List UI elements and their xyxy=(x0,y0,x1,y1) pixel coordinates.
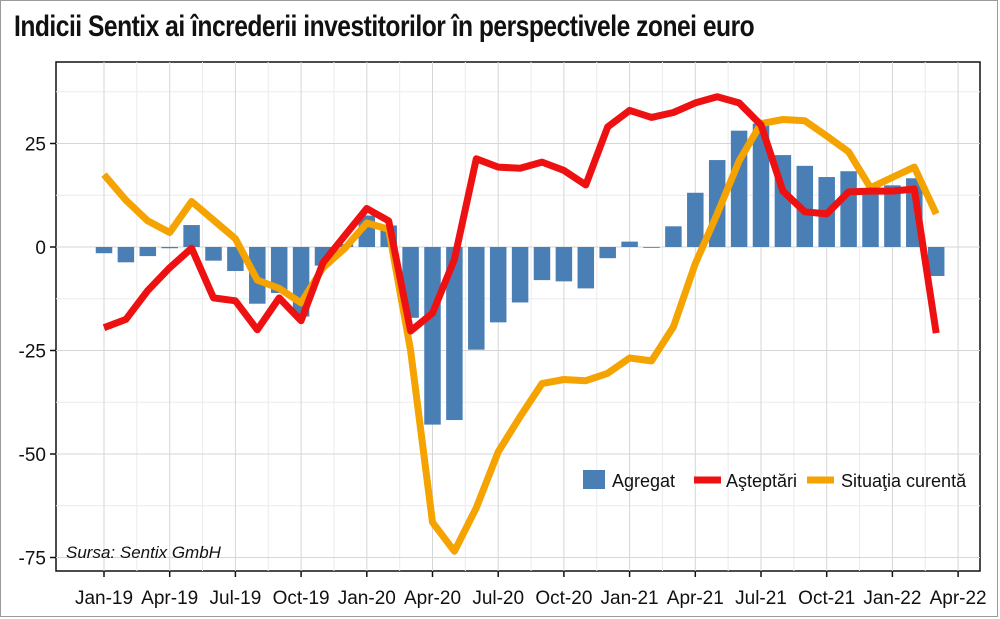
x-tick-label: Oct-19 xyxy=(273,588,330,609)
bar-agregat xyxy=(796,165,814,247)
x-tick-label: Jan-22 xyxy=(863,588,921,609)
legend-item-situatia-curenta-label: Situaţia curentă xyxy=(841,471,967,491)
x-tick-label: Oct-21 xyxy=(798,588,855,609)
bar-agregat xyxy=(621,241,638,247)
bar-agregat xyxy=(599,247,616,259)
bar-agregat xyxy=(117,247,135,263)
line-series xyxy=(101,93,940,555)
bar-agregat xyxy=(161,247,178,249)
chart-title: Indicii Sentix ai încrederii investitori… xyxy=(14,10,755,43)
bar-agregat xyxy=(139,247,157,257)
x-tick-label: Oct-20 xyxy=(535,588,592,609)
bar-agregat xyxy=(687,192,704,247)
x-tick-label: Jul-19 xyxy=(210,588,262,609)
bar-agregat xyxy=(577,247,595,289)
bar-agregat xyxy=(927,247,945,276)
bar-agregat xyxy=(840,171,857,247)
x-tick-label: Jul-21 xyxy=(735,588,787,609)
bar-agregat xyxy=(862,191,879,247)
line-asteptari xyxy=(102,93,940,335)
legend-item-agregat-swatch xyxy=(583,470,605,489)
y-tick-label: -75 xyxy=(19,549,46,570)
legend: Agregat Aşteptări Situaţia curentă xyxy=(583,470,967,491)
bar-agregat xyxy=(205,247,222,261)
bar-agregat xyxy=(424,247,441,425)
legend-item-asteptari-label: Aşteptări xyxy=(726,471,797,491)
y-tick-label: -25 xyxy=(19,342,46,363)
axes: -75 -50 -25 0 25 Jan-19 Apr-19 Jul-19 Oct-19 Jan-… xyxy=(19,135,987,610)
x-tick-label: Jan-19 xyxy=(75,588,133,609)
y-tick-label: -50 xyxy=(19,445,46,466)
bar-agregat xyxy=(752,123,770,247)
y-tick-label: 25 xyxy=(25,135,46,156)
bar-agregat xyxy=(183,225,200,247)
bar-agregat xyxy=(489,247,507,323)
bar-agregat xyxy=(643,247,660,248)
x-tick-label: Jan-21 xyxy=(601,588,659,609)
bar-agregat xyxy=(533,247,551,281)
bar-agregat xyxy=(884,185,901,247)
source-note: Sursa: Sentix GmbH xyxy=(66,543,222,562)
bar-agregat xyxy=(511,247,529,303)
grid-lines xyxy=(56,62,980,571)
x-tick-label: Apr-21 xyxy=(667,588,724,609)
bar-agregat xyxy=(95,247,113,254)
x-tick-label: Apr-19 xyxy=(141,588,198,609)
legend-item-agregat-label: Agregat xyxy=(612,471,675,491)
bar-agregat xyxy=(665,226,682,247)
bar-agregat xyxy=(555,247,573,282)
bar-agregat xyxy=(446,247,463,421)
x-tick-label: Apr-20 xyxy=(404,588,461,609)
plot-area xyxy=(55,61,981,572)
x-tick-label: Apr-22 xyxy=(930,588,987,609)
bar-agregat xyxy=(468,247,485,350)
bar-agregat xyxy=(270,247,288,293)
x-tick-label: Jan-20 xyxy=(338,588,396,609)
x-tick-label: Jul-20 xyxy=(472,588,524,609)
y-tick-label: 0 xyxy=(35,238,46,259)
line-situatia-curenta xyxy=(101,116,940,555)
